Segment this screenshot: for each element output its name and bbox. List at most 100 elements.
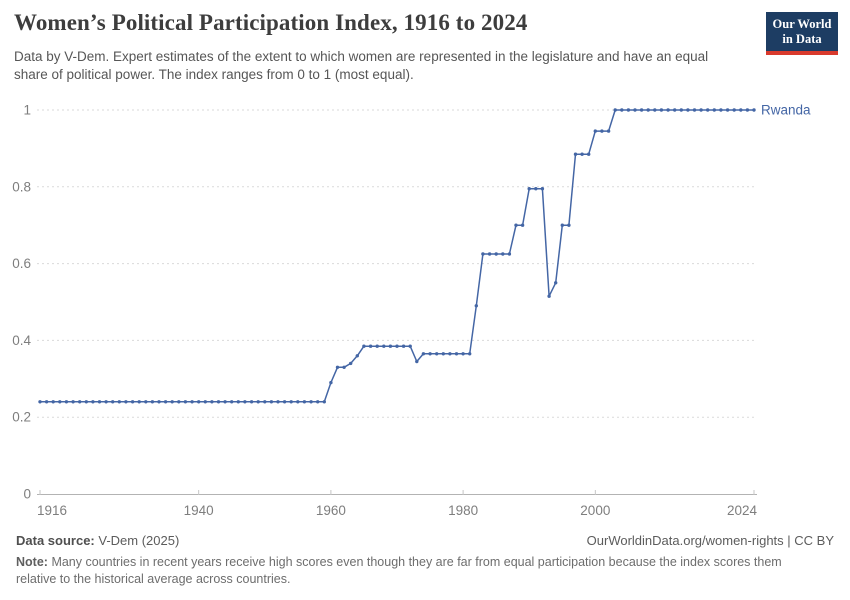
data-point bbox=[725, 108, 730, 112]
data-point bbox=[520, 223, 525, 227]
data-point bbox=[401, 344, 406, 348]
data-point bbox=[289, 400, 293, 404]
y-tick-label: 1 bbox=[23, 103, 31, 118]
data-point bbox=[494, 252, 498, 256]
data-point bbox=[487, 252, 492, 256]
data-point bbox=[58, 400, 62, 404]
data-point bbox=[408, 344, 412, 348]
data-point bbox=[448, 352, 452, 356]
data-point bbox=[454, 352, 459, 356]
data-point bbox=[97, 400, 102, 404]
data-point bbox=[554, 281, 558, 285]
data-point bbox=[587, 152, 591, 156]
data-point bbox=[111, 400, 115, 404]
data-point bbox=[276, 400, 280, 404]
data-point bbox=[342, 365, 346, 369]
series-line-rwanda bbox=[40, 109, 754, 403]
data-point bbox=[719, 108, 723, 112]
data-point bbox=[388, 344, 393, 348]
series-label-rwanda: Rwanda bbox=[761, 103, 811, 118]
chart-note-text: Many countries in recent years receive h… bbox=[16, 555, 782, 586]
data-point bbox=[653, 108, 657, 112]
data-point bbox=[322, 400, 326, 404]
data-point bbox=[38, 400, 42, 404]
data-point bbox=[666, 108, 670, 112]
data-point bbox=[745, 108, 750, 112]
attribution-link[interactable]: OurWorldinData.org/women-rights | CC BY bbox=[586, 533, 834, 548]
data-point bbox=[507, 252, 512, 256]
data-source: Data source: V-Dem (2025) bbox=[16, 533, 179, 548]
data-point bbox=[633, 108, 637, 112]
y-tick-label: 0.8 bbox=[12, 179, 31, 194]
data-point bbox=[183, 400, 188, 404]
data-point bbox=[580, 152, 584, 156]
data-point bbox=[620, 108, 624, 112]
owid-logo[interactable]: Our World in Data bbox=[766, 12, 838, 55]
data-point bbox=[64, 400, 69, 404]
data-point bbox=[296, 400, 300, 404]
x-tick-label: 1960 bbox=[316, 503, 346, 518]
data-point bbox=[639, 108, 644, 112]
data-point bbox=[249, 400, 254, 404]
data-point bbox=[534, 187, 538, 191]
chart-note: Note: Many countries in recent years rec… bbox=[16, 554, 811, 588]
owid-logo-line2: in Data bbox=[782, 32, 822, 46]
data-point bbox=[104, 400, 108, 404]
x-tick-label: 1916 bbox=[37, 503, 67, 518]
data-point bbox=[210, 400, 214, 404]
data-point bbox=[51, 400, 55, 404]
data-point bbox=[329, 380, 333, 385]
data-point bbox=[157, 400, 161, 404]
data-point bbox=[573, 152, 578, 156]
data-point bbox=[706, 108, 710, 112]
chart-note-label: Note: bbox=[16, 555, 48, 569]
data-point bbox=[71, 400, 75, 404]
data-point bbox=[673, 108, 677, 112]
data-point bbox=[302, 400, 307, 404]
owid-logo-line1: Our World bbox=[772, 17, 832, 31]
data-point bbox=[117, 400, 122, 404]
data-point bbox=[375, 344, 379, 348]
footer-row: Data source: V-Dem (2025) OurWorldinData… bbox=[16, 533, 834, 548]
data-point bbox=[739, 108, 743, 112]
data-point bbox=[567, 223, 571, 227]
data-point bbox=[441, 352, 445, 356]
data-point bbox=[395, 344, 399, 348]
data-point bbox=[368, 344, 373, 348]
data-point bbox=[679, 108, 683, 112]
data-point bbox=[177, 400, 181, 404]
data-point bbox=[560, 223, 564, 227]
data-point bbox=[349, 361, 353, 366]
data-point bbox=[137, 400, 141, 404]
x-tick-label: 1980 bbox=[448, 503, 478, 518]
data-point bbox=[613, 108, 617, 112]
data-point bbox=[190, 400, 194, 404]
x-tick-label: 2000 bbox=[580, 503, 610, 518]
data-point bbox=[415, 359, 419, 364]
data-point bbox=[309, 400, 313, 404]
data-point bbox=[216, 400, 221, 404]
data-point bbox=[130, 400, 135, 404]
data-point bbox=[692, 108, 697, 112]
data-point bbox=[461, 352, 465, 356]
y-tick-label: 0 bbox=[23, 487, 31, 502]
data-point bbox=[269, 400, 274, 404]
data-point bbox=[699, 108, 703, 112]
data-point bbox=[230, 400, 234, 404]
data-point bbox=[335, 365, 340, 369]
data-point bbox=[501, 252, 505, 256]
data-point bbox=[236, 400, 240, 404]
data-point bbox=[421, 352, 426, 356]
data-point bbox=[606, 129, 611, 133]
data-point bbox=[514, 223, 518, 227]
y-tick-label: 0.4 bbox=[12, 333, 31, 348]
data-point bbox=[659, 108, 664, 112]
data-point bbox=[355, 354, 359, 358]
data-source-value: V-Dem (2025) bbox=[98, 533, 180, 548]
data-point bbox=[527, 187, 531, 191]
x-tick-label: 1940 bbox=[184, 503, 214, 518]
data-point bbox=[170, 400, 174, 404]
line-chart: 0 0.2 0.4 0.6 0.8 1 1916 1940 1960 1980 2000 2024 Rw… bbox=[12, 103, 811, 519]
data-point bbox=[197, 400, 201, 404]
